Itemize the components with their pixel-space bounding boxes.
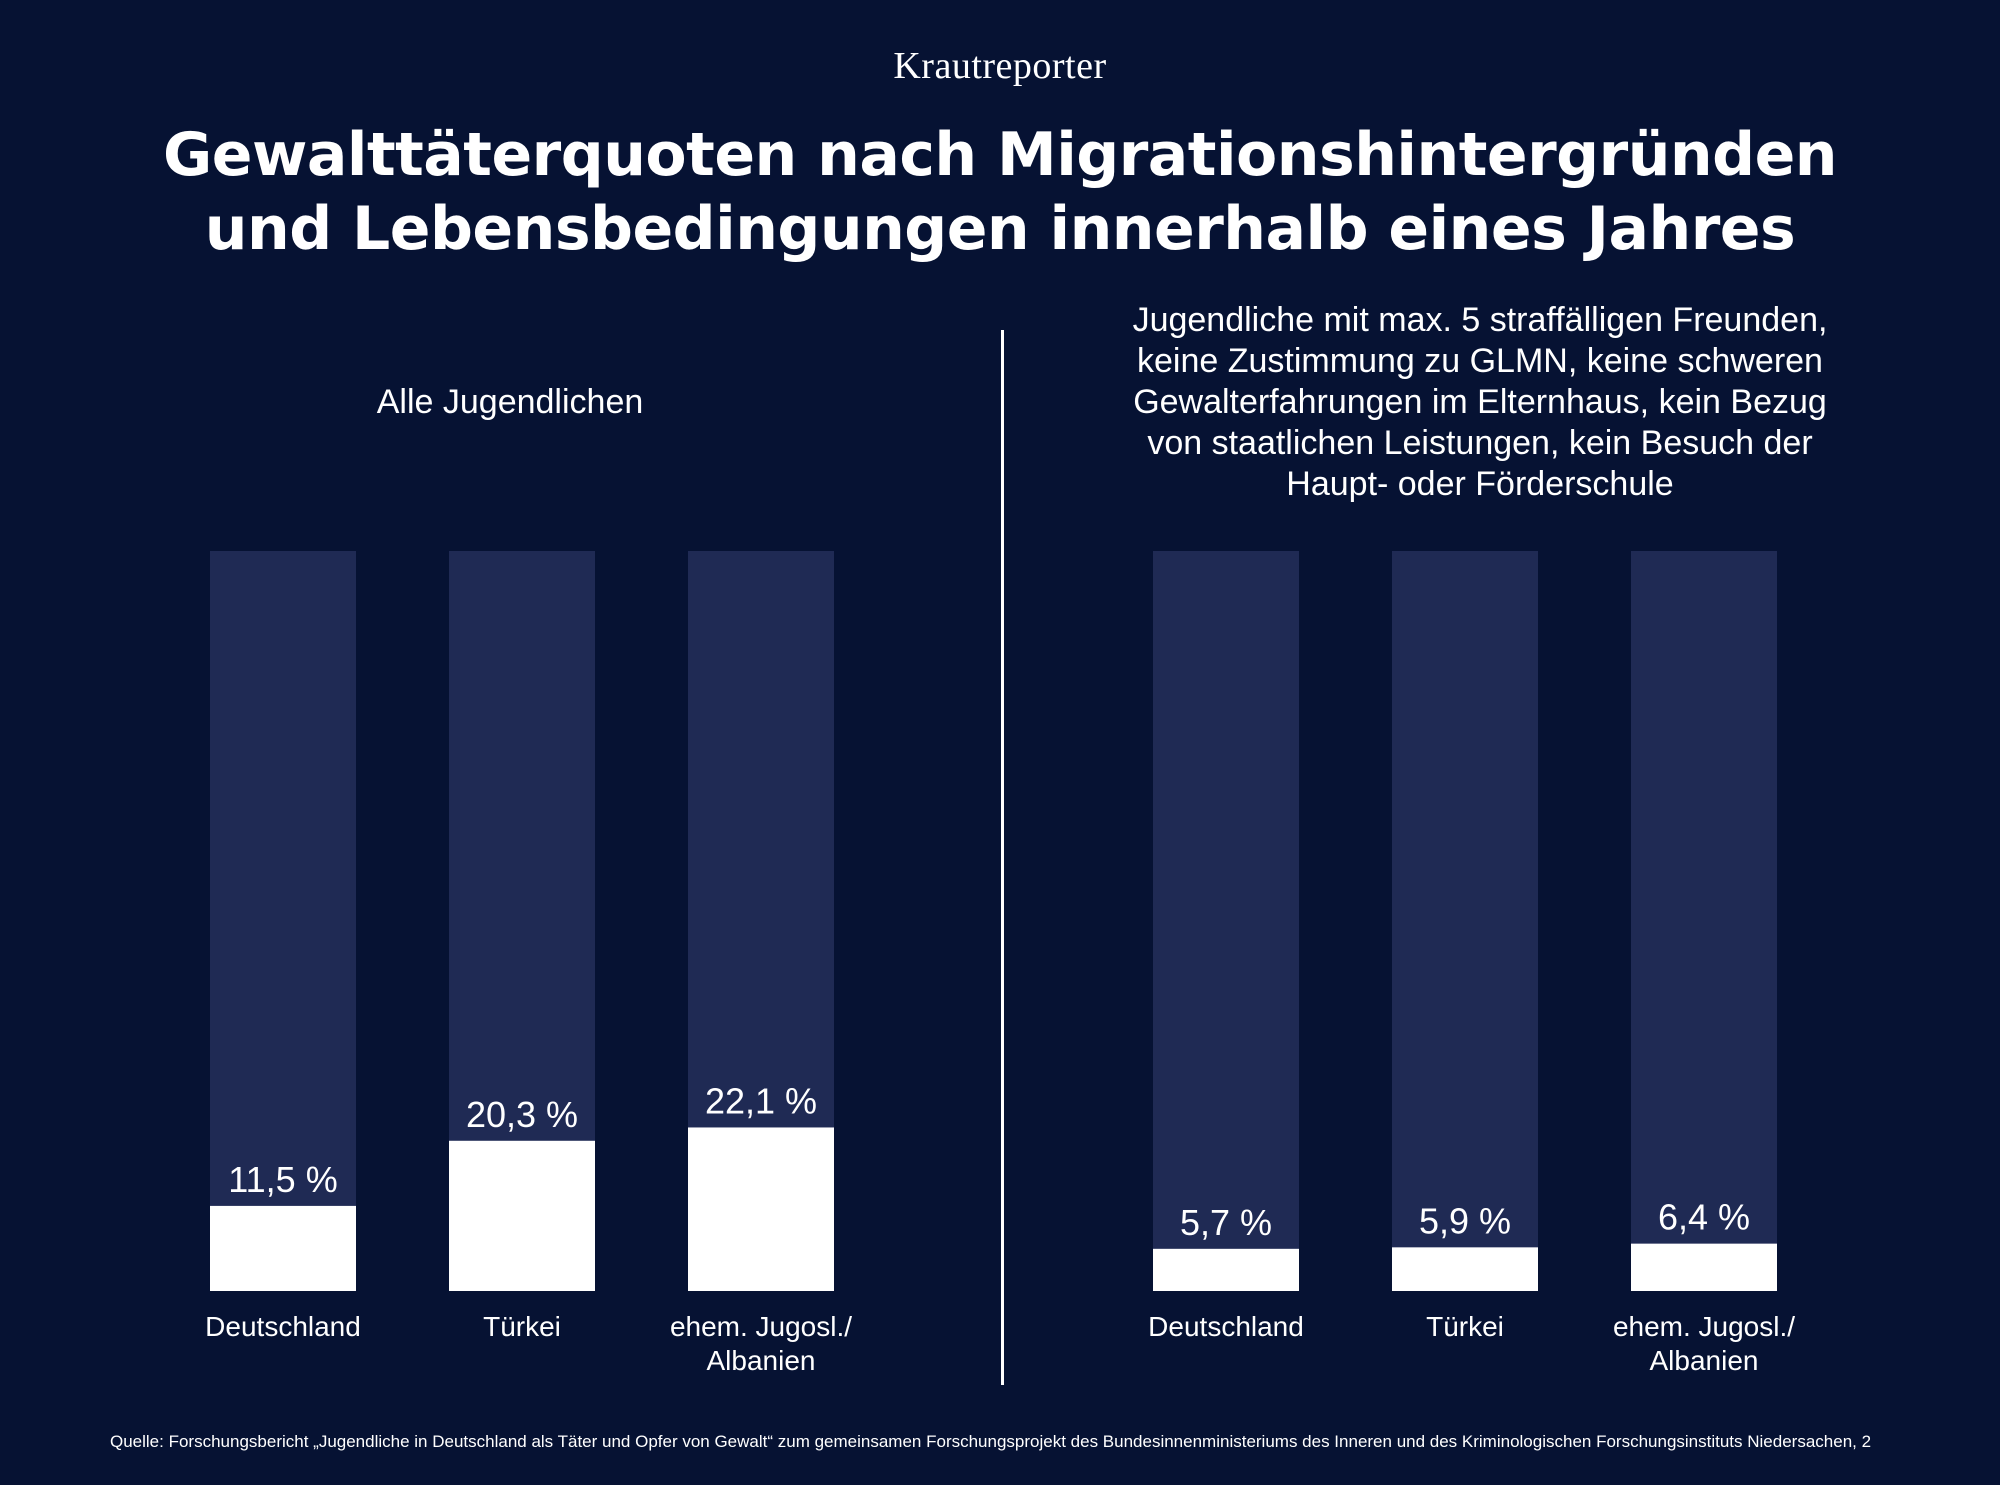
panel-left-title: Alle Jugendlichen — [376, 383, 644, 421]
panel-right-1-bar — [1153, 1248, 1299, 1291]
panel-right-3-value-label: 6,4 % — [1658, 1197, 1750, 1238]
panel-left-2-value-label: 20,3 % — [466, 1094, 578, 1135]
panel-left-1-bar — [210, 1205, 356, 1291]
panel-right-2-value-label: 5,9 % — [1419, 1200, 1511, 1241]
panel-right-3-bar — [1631, 1243, 1777, 1291]
chart-title-line-2: und Lebensbedingungen innerhalb eines Ja… — [204, 194, 1796, 264]
panel-left-1-track — [210, 551, 356, 1291]
panel-right-1-category-label: Deutschland — [1148, 1311, 1304, 1342]
panel-right-3-track — [1631, 551, 1777, 1291]
panel-right-1-track — [1153, 551, 1299, 1291]
source-note: Quelle: Forschungsbericht „Jugendliche i… — [110, 1432, 1872, 1451]
panel-right-3-category-label: ehem. Jugosl./Albanien — [1613, 1311, 1795, 1376]
panel-left-3-category-line: Albanien — [707, 1345, 816, 1376]
panel-right-2-bar — [1392, 1247, 1538, 1291]
panel-left-2-category-label: Türkei — [483, 1311, 561, 1342]
panel-left-3-bar — [688, 1127, 834, 1291]
panel-left-2-bar — [449, 1140, 595, 1291]
chart-title: Gewalttäterquoten nach Migrationshinterg… — [0, 118, 2000, 266]
panel-right-title: Jugendliche mit max. 5 straffälligen Fre… — [1132, 301, 1828, 503]
panel-left-3-category-label: ehem. Jugosl./Albanien — [670, 1311, 852, 1376]
panel-divider — [1001, 330, 1004, 1385]
panel-right-3-category-line: Albanien — [1650, 1345, 1759, 1376]
panel-left-1-category-label: Deutschland — [205, 1311, 361, 1342]
panel-left-2-category-line: Türkei — [483, 1311, 561, 1342]
panel-left-1-value-label: 11,5 % — [228, 1159, 337, 1200]
panel-left-3-category-line: ehem. Jugosl./ — [670, 1311, 852, 1342]
panel-right-3-category-line: ehem. Jugosl./ — [1613, 1311, 1795, 1342]
panel-right-1-value-label: 5,7 % — [1180, 1202, 1272, 1243]
brand-logo: Krautreporter — [893, 45, 1107, 87]
chart-title-line-1: Gewalttäterquoten nach Migrationshinterg… — [163, 120, 1837, 190]
panel-right-2-category-label: Türkei — [1426, 1311, 1504, 1342]
panel-left-3-value-label: 22,1 % — [705, 1080, 817, 1121]
panel-right-2-track — [1392, 551, 1538, 1291]
panel-right-2-category-line: Türkei — [1426, 1311, 1504, 1342]
panel-left-1-category-line: Deutschland — [205, 1311, 361, 1342]
panel-right-1-category-line: Deutschland — [1148, 1311, 1304, 1342]
